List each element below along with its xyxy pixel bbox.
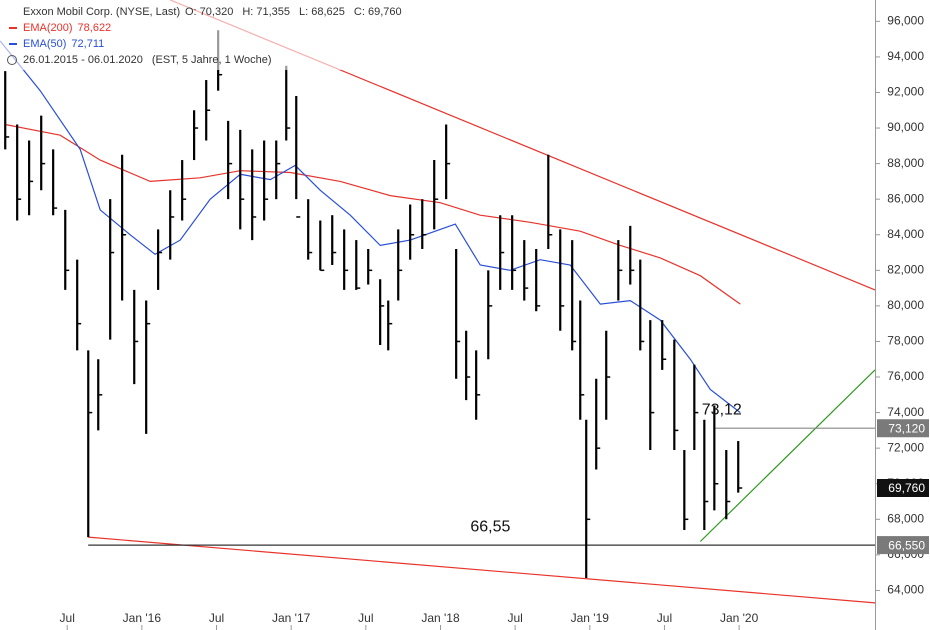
- price-tag: [877, 536, 929, 555]
- y-tick-label: 78,000: [887, 334, 924, 348]
- x-tick-label: Jan '20: [720, 611, 759, 625]
- legend-value: 72,711: [71, 38, 104, 50]
- annotation: 66,55: [470, 518, 510, 535]
- y-tick-label: 92,000: [887, 85, 924, 99]
- x-tick-label: Jul: [507, 611, 522, 625]
- legend-name: EMA(200): [23, 22, 73, 34]
- price-tag-label: 66,550: [888, 538, 925, 552]
- y-tick-label: 80,000: [887, 298, 924, 312]
- price-tag-label: 69,760: [888, 481, 925, 495]
- legend-name: EMA(50): [23, 38, 66, 50]
- y-tick-label: 82,000: [887, 262, 924, 276]
- x-tick-label: Jul: [60, 611, 75, 625]
- y-tick-label: 76,000: [887, 369, 924, 383]
- y-tick-label: 72,000: [887, 440, 924, 454]
- price-tag: [877, 479, 929, 497]
- x-tick-label: Jan '17: [272, 611, 311, 625]
- legend-value: 78,622: [78, 22, 112, 34]
- header-ohlc: H: 71,355: [242, 6, 290, 18]
- y-tick-label: 64,000: [887, 583, 924, 597]
- y-tick-label: 90,000: [887, 120, 924, 134]
- x-tick-label: Jul: [657, 611, 672, 625]
- y-tick-label: 86,000: [887, 191, 924, 205]
- x-tick-label: Jan '18: [421, 611, 460, 625]
- y-tick-label: 94,000: [887, 49, 924, 63]
- y-tick-label: 88,000: [887, 156, 924, 170]
- y-tick-label: 74,000: [887, 405, 924, 419]
- trend-line: [88, 536, 876, 604]
- y-tick-label: 84,000: [887, 227, 924, 241]
- header-range: 26.01.2015 - 06.01.2020: [23, 54, 143, 66]
- x-tick-label: Jul: [209, 611, 224, 625]
- header-ohlc: C: 69,760: [354, 6, 402, 18]
- header-bg: [0, 0, 400, 70]
- header-ohlc: O: 70,320: [185, 6, 233, 18]
- x-tick-label: Jan '19: [571, 611, 610, 625]
- x-tick-label: Jan '16: [123, 611, 162, 625]
- price-tag-label: 73,120: [888, 421, 925, 435]
- header-ohlc: L: 68,625: [299, 6, 345, 18]
- ema-line: [0, 40, 741, 414]
- x-tick-label: Jul: [358, 611, 373, 625]
- clock-icon: [7, 55, 17, 65]
- annotation: 73,12: [702, 401, 742, 418]
- trend-line: [699, 369, 876, 542]
- y-tick-label: 68,000: [887, 511, 924, 525]
- price-tag: [877, 419, 929, 438]
- ema-line: [5, 123, 741, 305]
- y-tick-label: 96,000: [887, 14, 924, 28]
- header-title: Exxon Mobil Corp. (NYSE, Last): [23, 6, 180, 18]
- header-info: (EST, 5 Jahre, 1 Woche): [152, 54, 272, 66]
